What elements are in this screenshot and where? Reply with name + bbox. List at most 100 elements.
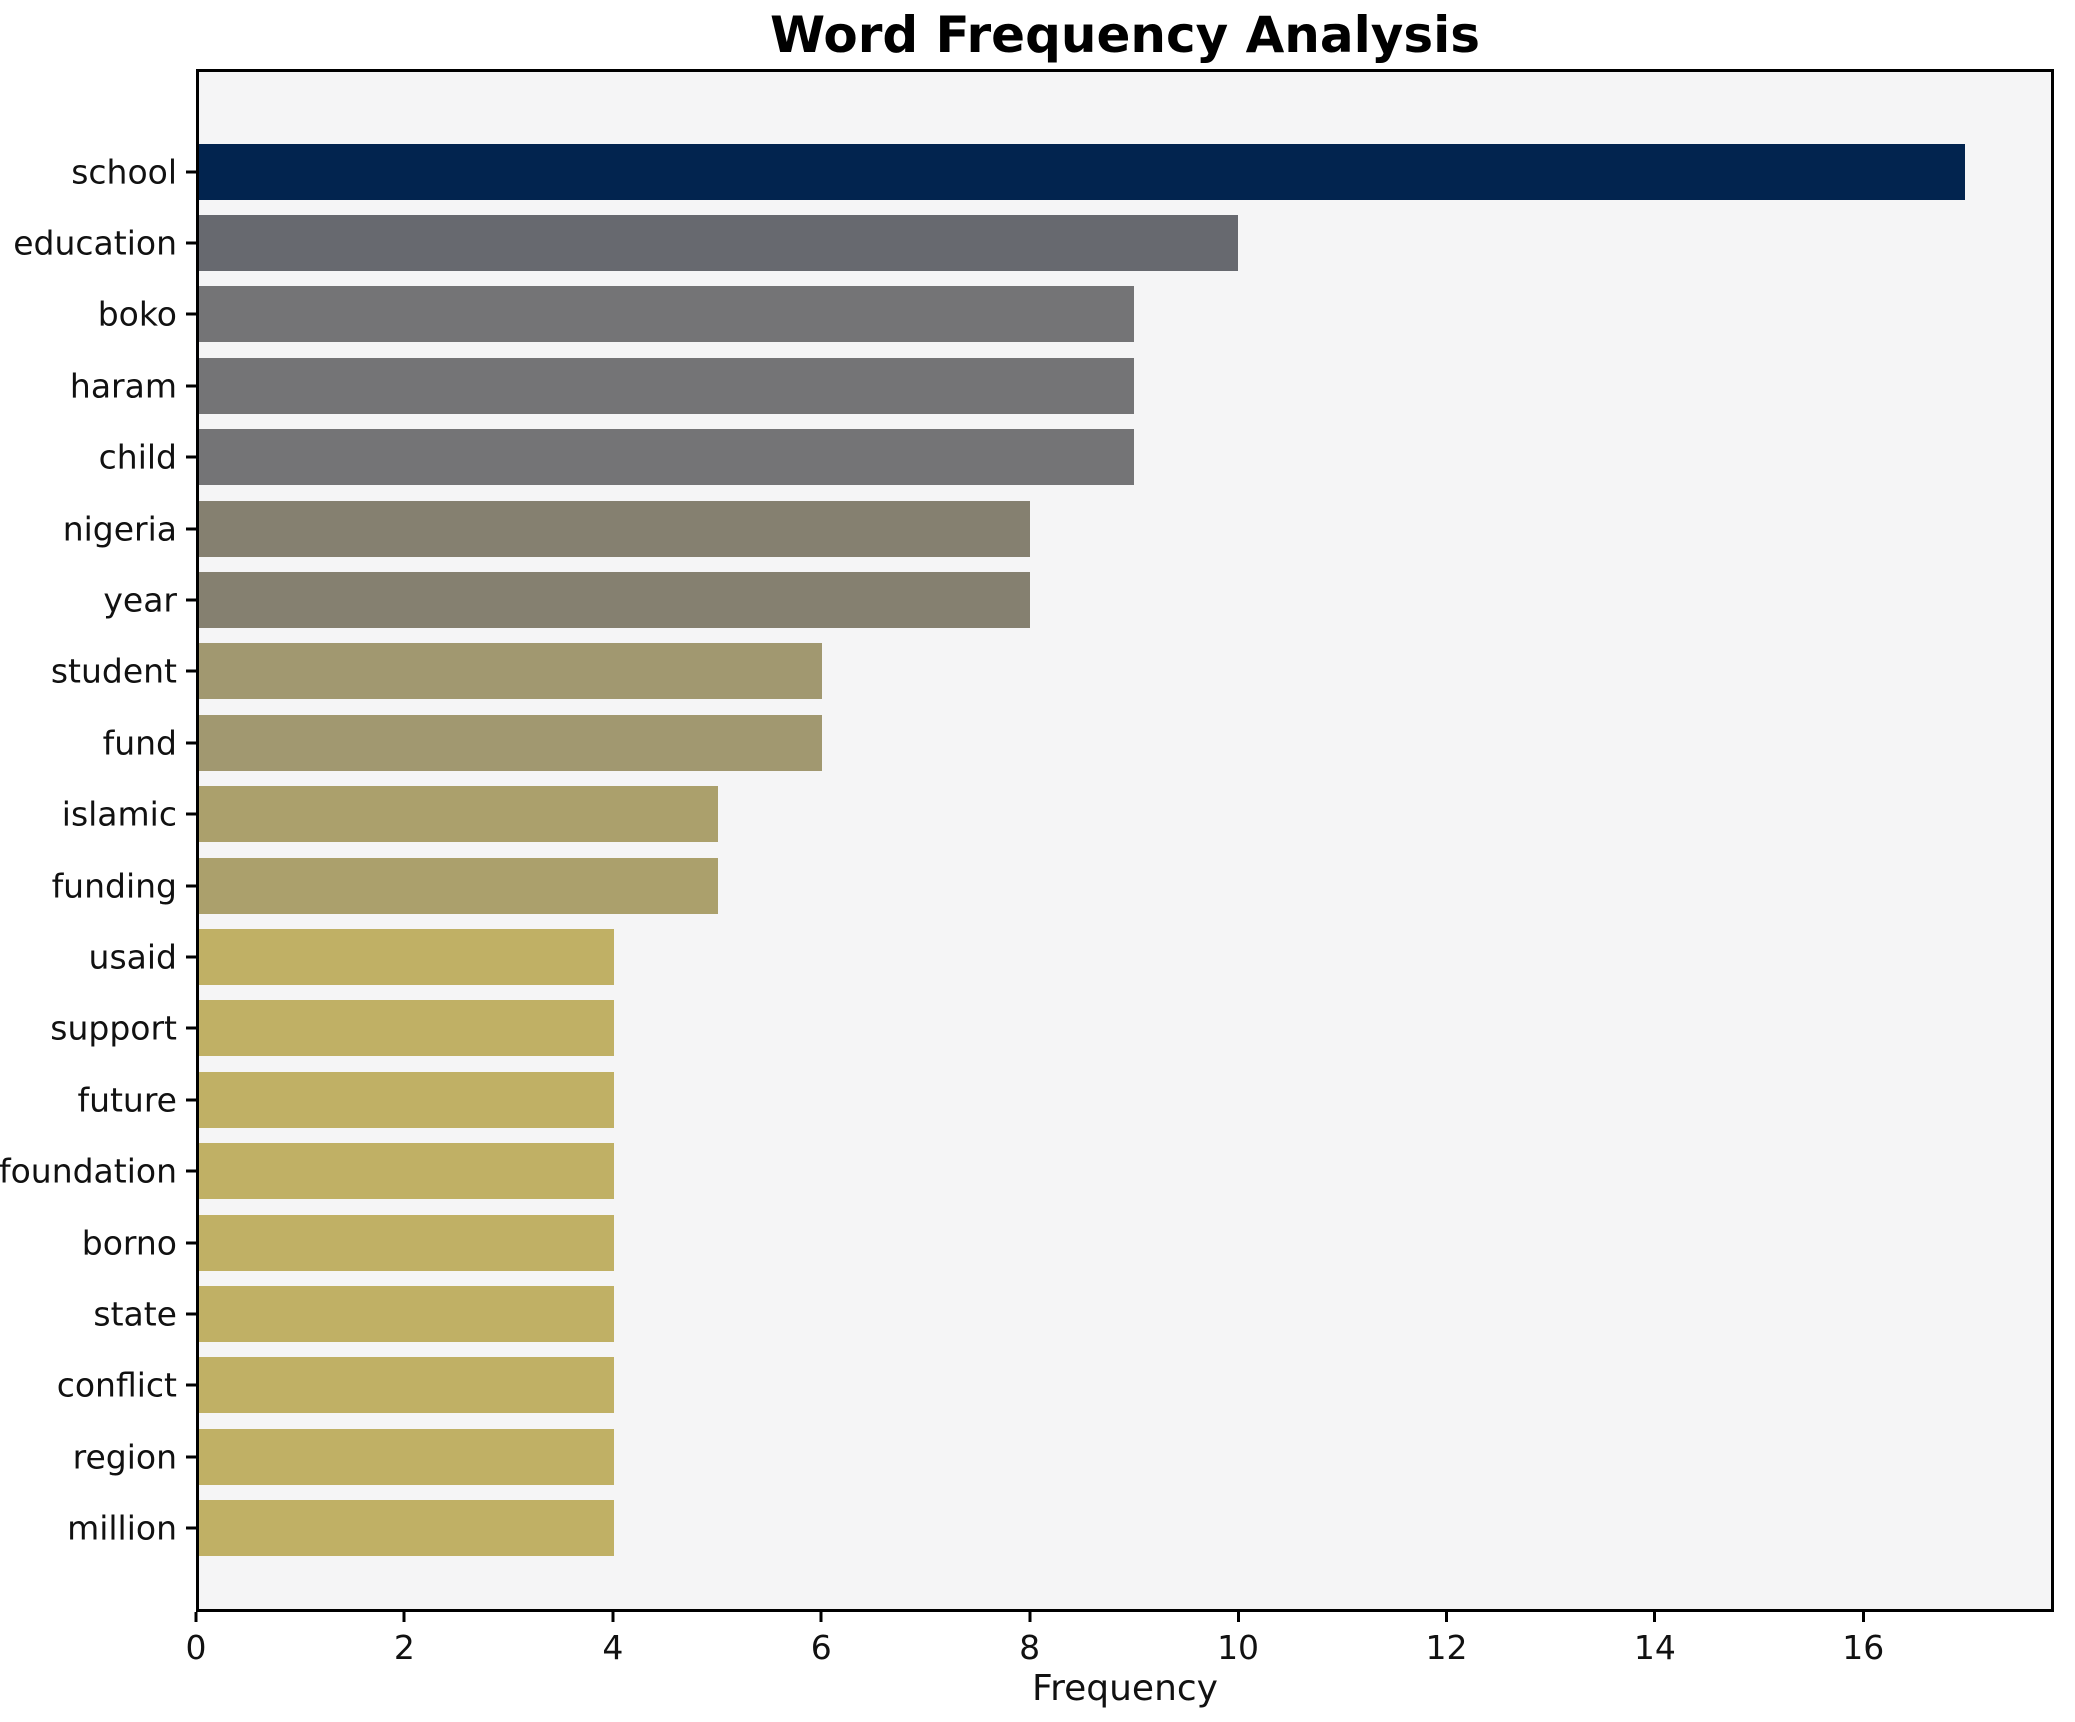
y-tick-mark bbox=[186, 241, 196, 245]
bar-row: islamic bbox=[62, 779, 2051, 850]
y-tick-mark bbox=[186, 741, 196, 745]
bar bbox=[199, 1428, 615, 1485]
y-tick-mark bbox=[186, 312, 196, 316]
bar-row: education bbox=[13, 207, 2051, 278]
y-tick-mark bbox=[186, 1169, 196, 1173]
x-tick: 6 bbox=[811, 1612, 832, 1667]
bars-container: school education boko haram child nigeria year… bbox=[0, 72, 2051, 1564]
y-axis-label: region bbox=[72, 1437, 177, 1477]
y-axis-label: funding bbox=[51, 866, 177, 906]
bar bbox=[199, 143, 1965, 200]
bar bbox=[199, 572, 1030, 629]
x-tick-label: 2 bbox=[393, 1628, 415, 1667]
bar-row: foundation bbox=[0, 1135, 2051, 1206]
bar bbox=[199, 1143, 615, 1200]
y-tick-mark bbox=[186, 884, 196, 888]
bar bbox=[199, 1285, 615, 1342]
x-axis-title: Frequency bbox=[1032, 1668, 1218, 1709]
y-tick-mark bbox=[186, 1383, 196, 1387]
bar bbox=[199, 857, 719, 914]
bar bbox=[199, 286, 1134, 343]
bar-row: boko bbox=[98, 279, 2051, 350]
bar bbox=[199, 643, 823, 700]
bar-row: million bbox=[67, 1492, 2051, 1563]
y-axis-label: support bbox=[50, 1008, 177, 1048]
bar bbox=[199, 1500, 615, 1557]
y-tick-mark bbox=[186, 1455, 196, 1459]
y-tick-mark bbox=[186, 527, 196, 531]
x-tick-mark bbox=[819, 1612, 823, 1622]
y-tick-mark bbox=[186, 384, 196, 388]
y-tick-mark bbox=[186, 812, 196, 816]
x-tick: 0 bbox=[186, 1612, 207, 1667]
x-tick-mark bbox=[1861, 1612, 1865, 1622]
y-tick-mark bbox=[186, 669, 196, 673]
y-tick-mark bbox=[186, 455, 196, 459]
x-tick: 2 bbox=[394, 1612, 415, 1667]
y-tick-mark bbox=[186, 1312, 196, 1316]
bar bbox=[199, 500, 1030, 557]
bar-row: student bbox=[51, 636, 2051, 707]
bar bbox=[199, 786, 719, 843]
bar-row: nigeria bbox=[63, 493, 2051, 564]
x-tick-label: 6 bbox=[810, 1628, 832, 1667]
y-tick-mark bbox=[186, 955, 196, 959]
y-axis-label: boko bbox=[97, 294, 177, 334]
bar bbox=[199, 1357, 615, 1414]
y-tick-mark bbox=[186, 1098, 196, 1102]
x-tick-mark bbox=[1653, 1612, 1657, 1622]
bar-row: fund bbox=[103, 707, 2051, 778]
y-axis-label: haram bbox=[69, 366, 177, 406]
x-tick: 4 bbox=[602, 1612, 623, 1667]
x-tick-label: 12 bbox=[1425, 1628, 1468, 1667]
y-axis-label: child bbox=[98, 437, 177, 477]
x-tick-label: 16 bbox=[1842, 1628, 1885, 1667]
y-axis-label: year bbox=[103, 580, 177, 620]
bar bbox=[199, 928, 615, 985]
y-axis-label: borno bbox=[81, 1223, 177, 1263]
y-axis-label: education bbox=[13, 223, 177, 263]
bar bbox=[199, 215, 1238, 272]
x-tick-mark bbox=[1028, 1612, 1032, 1622]
y-axis-label: student bbox=[50, 651, 177, 691]
y-axis-label: nigeria bbox=[62, 509, 177, 549]
x-tick-label: 0 bbox=[185, 1628, 207, 1667]
bar-row: funding bbox=[52, 850, 2051, 921]
bar-row: child bbox=[99, 422, 2051, 493]
y-axis-label: foundation bbox=[0, 1151, 177, 1191]
chart-title: Word Frequency Analysis bbox=[769, 6, 1481, 64]
y-axis-label: million bbox=[67, 1508, 177, 1548]
y-axis-label: usaid bbox=[88, 937, 177, 977]
x-tick-label: 8 bbox=[1019, 1628, 1041, 1667]
y-axis-label: future bbox=[77, 1080, 177, 1120]
x-tick: 16 bbox=[1842, 1612, 1884, 1667]
x-tick-mark bbox=[1236, 1612, 1240, 1622]
y-axis-label: school bbox=[71, 152, 177, 192]
bar bbox=[199, 357, 1134, 414]
x-tick: 10 bbox=[1217, 1612, 1259, 1667]
y-tick-mark bbox=[186, 1026, 196, 1030]
bar bbox=[199, 1000, 615, 1057]
bar-row: haram bbox=[70, 350, 2051, 421]
x-tick: 8 bbox=[1019, 1612, 1040, 1667]
bar bbox=[199, 714, 823, 771]
bar-row: usaid bbox=[89, 921, 2051, 992]
bar bbox=[199, 429, 1134, 486]
x-tick-label: 14 bbox=[1633, 1628, 1676, 1667]
y-tick-mark bbox=[186, 1241, 196, 1245]
x-tick: 12 bbox=[1425, 1612, 1467, 1667]
y-axis-label: fund bbox=[102, 723, 177, 763]
x-tick-mark bbox=[611, 1612, 615, 1622]
bar-row: year bbox=[103, 564, 2051, 635]
y-axis-label: conflict bbox=[56, 1365, 177, 1405]
bar-row: region bbox=[73, 1421, 2051, 1492]
x-tick-label: 4 bbox=[602, 1628, 624, 1667]
plot-area: school education boko haram child nigeria year… bbox=[0, 69, 2054, 1612]
y-axis-label: state bbox=[93, 1294, 177, 1334]
x-tick-mark bbox=[402, 1612, 406, 1622]
y-tick-mark bbox=[186, 1526, 196, 1530]
bar bbox=[199, 1214, 615, 1271]
bar-row: school bbox=[71, 136, 2051, 207]
bar-row: future bbox=[77, 1064, 2051, 1135]
